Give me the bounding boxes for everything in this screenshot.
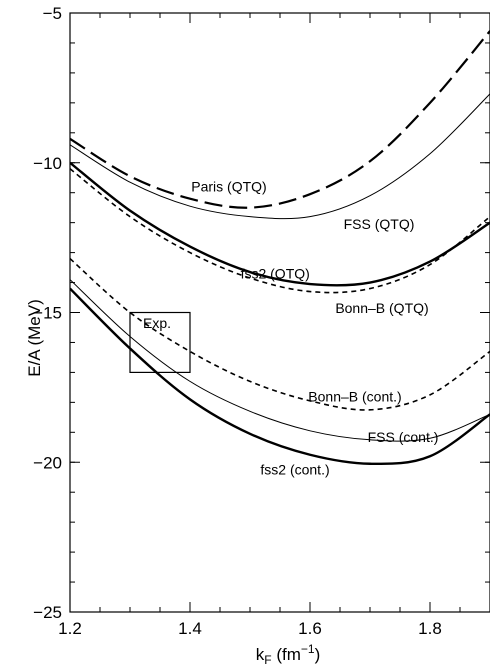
curve-label: Exp. [143, 315, 171, 331]
x-axis-title: kF (fm−1) [256, 642, 320, 667]
x-axis-title-subscript: F [264, 653, 271, 667]
x-axis-title-main: k [256, 645, 265, 664]
y-tick-label: −10 [33, 154, 62, 173]
x-tick-label: 1.2 [58, 619, 82, 638]
series-line-bonn-b-cont [70, 257, 490, 411]
exp-box [129, 311, 191, 374]
curve-label: fss2 (QTQ) [241, 266, 310, 282]
x-tick-label: 1.4 [178, 619, 202, 638]
series-line-paris-qtq [70, 30, 490, 209]
curve-label: Paris (QTQ) [191, 179, 266, 195]
x-tick-label: 1.6 [298, 619, 322, 638]
curve-label: FSS (cont.) [368, 429, 439, 445]
y-tick-label: −5 [43, 4, 62, 23]
y-tick-label: −20 [33, 453, 62, 472]
y-tick-label: −15 [33, 304, 62, 323]
y-axis-title: E/A (MeV) [25, 299, 44, 376]
x-axis-title-superscript: −1 [301, 642, 315, 656]
curve-label: Bonn–B (cont.) [308, 388, 401, 404]
curve-label: fss2 (cont.) [260, 462, 329, 478]
x-tick-label: 1.8 [418, 619, 442, 638]
y-tick-label: −25 [33, 603, 62, 622]
series-line-fss-qtq [70, 93, 490, 220]
curve-label: FSS (QTQ) [344, 216, 415, 232]
series-line-fss2-qtq [70, 161, 490, 287]
x-axis-title-close: ) [315, 645, 321, 664]
curve-label: Bonn–B (QTQ) [335, 300, 428, 316]
x-axis-title-unit: (fm [272, 645, 301, 664]
